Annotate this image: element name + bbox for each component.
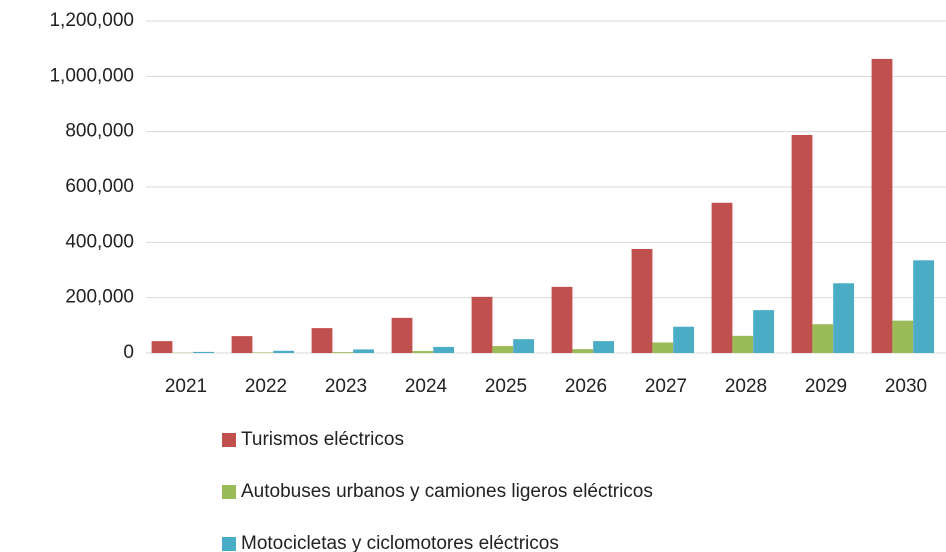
x-tick-label: 2026 (565, 376, 607, 397)
x-tick-label: 2025 (485, 376, 527, 397)
y-tick-label: 0 (123, 342, 134, 363)
y-tick-label: 200,000 (65, 287, 134, 308)
bar (572, 349, 594, 353)
bar (433, 346, 454, 353)
bar (732, 335, 754, 353)
bar (892, 320, 914, 353)
bar (551, 286, 573, 353)
bar (231, 336, 253, 353)
legend-label: Motocicletas y ciclomotores eléctricos (241, 533, 559, 552)
bar (833, 283, 854, 353)
bar (812, 324, 834, 353)
bar (273, 350, 294, 353)
bar (332, 352, 354, 353)
legend-swatch (222, 537, 236, 551)
x-tick-label: 2023 (325, 376, 367, 397)
y-tick-label: 1,200,000 (49, 10, 134, 31)
bar (913, 260, 934, 353)
legend-label: Turismos eléctricos (241, 429, 404, 450)
y-tick-label: 1,000,000 (49, 65, 134, 86)
bar (753, 310, 774, 353)
bar (471, 296, 493, 353)
bar (391, 317, 413, 353)
y-tick-label: 800,000 (65, 121, 134, 142)
x-tick-label: 2024 (405, 376, 448, 397)
bar (353, 349, 374, 353)
bar (252, 352, 274, 353)
bar (193, 351, 214, 353)
legend-label: Autobuses urbanos y camiones ligeros elé… (241, 481, 653, 502)
x-tick-label: 2027 (645, 376, 687, 397)
bar (593, 341, 614, 353)
bar (513, 339, 534, 353)
x-tick-label: 2029 (805, 376, 847, 397)
bar (871, 58, 893, 354)
bar (791, 134, 813, 353)
y-tick-label: 600,000 (65, 176, 134, 197)
bar (711, 202, 733, 353)
legend-swatch (222, 485, 236, 499)
x-tick-label: 2022 (245, 376, 287, 397)
x-tick-label: 2030 (885, 376, 927, 397)
bar (492, 346, 514, 353)
x-tick-label: 2021 (165, 376, 207, 397)
x-tick-label: 2028 (725, 376, 767, 397)
bar (652, 342, 674, 353)
legend-swatch (222, 433, 236, 447)
bar (631, 248, 653, 353)
bar (673, 326, 694, 353)
bar (151, 341, 173, 353)
bar (412, 351, 434, 353)
bar (311, 328, 333, 353)
y-tick-label: 400,000 (65, 231, 134, 252)
